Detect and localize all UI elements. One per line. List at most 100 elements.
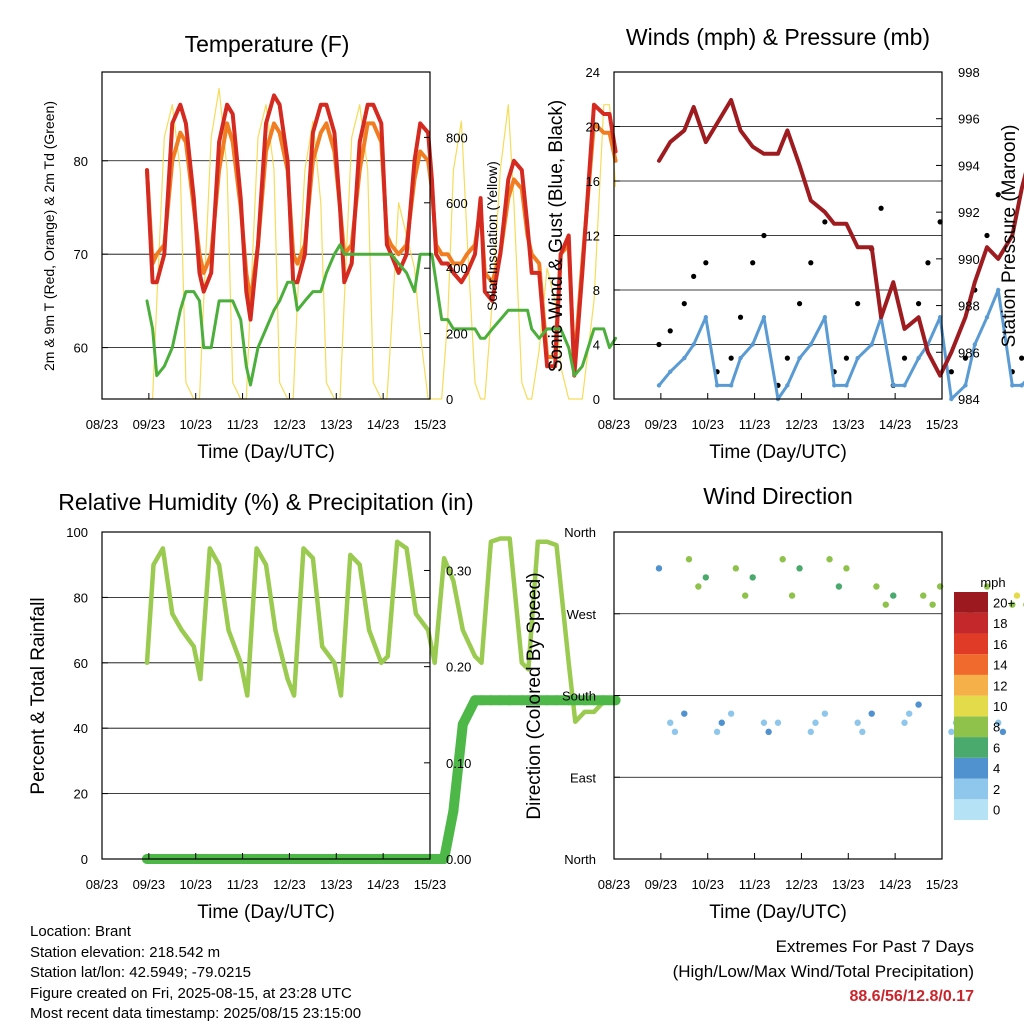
x-tick-label: 10/23	[179, 417, 212, 432]
y-tick-label: 0	[81, 852, 88, 867]
legend-swatch	[954, 654, 988, 675]
direction-point	[727, 710, 735, 717]
direction-point	[835, 583, 843, 590]
wind-point	[949, 396, 954, 402]
direction-point	[812, 719, 819, 726]
direction-point	[671, 728, 679, 736]
temperature-xlabel: Time (Day/UTC)	[197, 442, 335, 463]
y2-tick-label: 0.20	[446, 660, 471, 675]
x-tick-label: 13/23	[832, 877, 865, 892]
y2-tick-label: 400	[446, 261, 468, 276]
rainfall-point	[598, 695, 609, 706]
extremes-box: Extremes For Past 7 Days (High/Low/Max W…	[673, 934, 974, 1009]
latlon-text: Station lat/lon: 42.5949; -79.0215	[30, 964, 252, 982]
legend-swatch	[954, 612, 988, 634]
direction-point	[796, 565, 803, 572]
rainfall-line	[142, 695, 621, 864]
wind-point	[703, 315, 709, 320]
x-tick-label: 08/23	[86, 877, 119, 892]
gust-point	[843, 355, 850, 361]
direction-point	[821, 710, 829, 717]
rainfall-point	[448, 805, 459, 816]
rainfall-point	[579, 695, 590, 706]
x-tick-label: 15/23	[414, 417, 447, 432]
y-tick-label: 8	[593, 283, 600, 298]
legend-label: 0	[993, 803, 1000, 818]
direction-point	[843, 565, 850, 572]
y-tick-label: 100	[66, 525, 88, 540]
speed-legend-title: mph	[980, 575, 1005, 590]
direction-point	[983, 583, 991, 590]
direction-point	[882, 601, 889, 608]
x-tick-label: 09/23	[133, 417, 166, 432]
gust-point	[995, 192, 1001, 198]
legend-swatch	[954, 674, 988, 696]
wind-point	[937, 315, 943, 320]
y-tick-label: 60	[74, 656, 88, 671]
gust-point	[681, 301, 687, 307]
rainfall-point	[570, 695, 581, 706]
wind-point	[902, 383, 907, 388]
legend-swatch	[954, 757, 988, 779]
direction-point	[718, 719, 725, 726]
y-tick-label: 40	[74, 721, 88, 736]
direction-point	[826, 556, 833, 563]
y-tick-label: North	[564, 852, 596, 867]
wind-point	[1010, 383, 1015, 388]
direction-point	[779, 556, 786, 563]
gust-point	[728, 355, 734, 361]
direction-ylabel: Direction (Colored By Speed)	[524, 572, 545, 819]
gust-point	[925, 260, 931, 266]
direction-point	[681, 710, 688, 717]
gust-point	[796, 301, 803, 307]
legend-swatch	[954, 695, 988, 717]
x-tick-label: 11/23	[227, 417, 259, 432]
wind-point	[750, 342, 755, 347]
y-tick-label: 70	[74, 247, 88, 262]
x-tick-label: 08/23	[86, 417, 119, 432]
pressure-line	[657, 98, 1024, 378]
rainfall-point	[439, 854, 450, 864]
wind-point	[891, 383, 896, 388]
direction-point	[713, 728, 721, 736]
rainfall-point	[476, 695, 487, 706]
gust-point	[901, 355, 908, 361]
winds-pressure-panel: Winds (mph) & Pressure (mb) 08/23 09/23 10…	[546, 24, 1024, 463]
legend-label: 20+	[993, 595, 1015, 610]
humidity-precip-panel: Relative Humidity (%) & Precipitation (i…	[28, 489, 621, 923]
y2-tick-label: 0.30	[446, 563, 471, 578]
y-tick-label: 16	[586, 174, 600, 189]
direction-point	[915, 701, 922, 708]
y2-tick-label: 200	[446, 327, 468, 342]
legend-swatch	[954, 778, 988, 800]
rainfall-point	[523, 695, 534, 706]
wind-point	[728, 383, 734, 388]
y2-tick-label: 996	[958, 112, 980, 127]
wind-direction-title: Wind Direction	[703, 483, 853, 509]
winds-ylabel: Sonic Wind & Gust (Blue, Black)	[546, 100, 567, 372]
direction-xlabel: Time (Day/UTC)	[709, 902, 847, 923]
direction-point	[873, 583, 880, 590]
y-tick-label: 20	[74, 787, 88, 802]
x-tick-label: 12/23	[273, 877, 306, 892]
wind-point	[738, 355, 743, 361]
gust-point	[703, 260, 709, 266]
x-tick-label: 10/23	[691, 877, 724, 892]
rainfall-point	[495, 695, 506, 706]
recent-timestamp-text: Most recent data timestamp: 2025/08/15 2…	[30, 1005, 362, 1023]
legend-label: 10	[993, 699, 1007, 714]
wind-point	[832, 383, 837, 388]
gust-point	[962, 355, 969, 361]
x-tick-label: 13/23	[832, 417, 865, 432]
rainfall-point	[504, 695, 515, 706]
legend-label: 8	[993, 720, 1000, 735]
y-tick-label: 20	[586, 120, 600, 135]
x-tick-label: 09/23	[645, 877, 678, 892]
y-tick-label: North	[564, 525, 596, 540]
x-tick-label: 14/23	[367, 877, 400, 892]
humidity-ylabel: Percent & Total Rainfall	[28, 597, 49, 794]
wind-point	[785, 383, 790, 388]
x-tick-label: 15/23	[926, 417, 959, 432]
direction-point	[920, 592, 927, 599]
gust-point	[855, 301, 861, 307]
